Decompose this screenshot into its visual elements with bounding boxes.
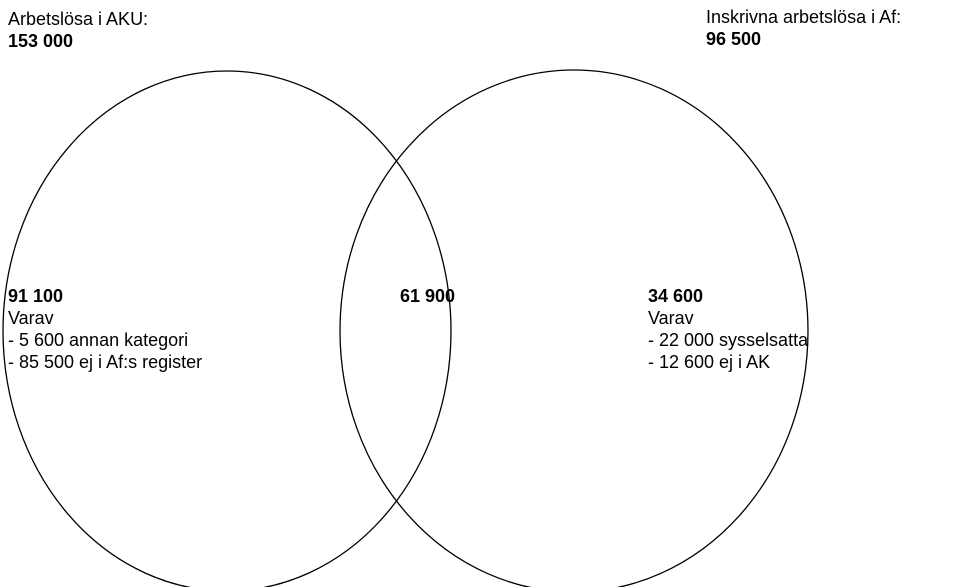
left-only-heading: Varav — [8, 308, 54, 328]
left-set-total: 153 000 — [8, 31, 74, 51]
right-only-heading: Varav — [648, 308, 694, 328]
right-set-label: Inskrivna arbetslösa i Af: 96 500 — [706, 6, 901, 50]
right-only-value: 34 600 — [648, 286, 704, 306]
right-only-item: - 12 600 ej i AK — [648, 352, 771, 372]
overlap-region: 61 900 — [400, 285, 455, 307]
left-circle-aku — [2, 70, 452, 587]
right-set-title: Inskrivna arbetslösa i Af: — [706, 7, 902, 27]
overlap-value: 61 900 — [400, 286, 456, 306]
left-only-item: - 85 500 ej i Af:s register — [8, 352, 203, 372]
right-circle-af — [339, 69, 809, 587]
left-only-value: 91 100 — [8, 286, 64, 306]
right-only-region: 34 600 Varav - 22 000 sysselsatta - 12 6… — [648, 285, 808, 373]
left-set-title: Arbetslösa i AKU: — [8, 9, 149, 29]
right-only-item: - 22 000 sysselsatta — [648, 330, 809, 350]
left-set-label: Arbetslösa i AKU: 153 000 — [8, 8, 148, 52]
right-set-total: 96 500 — [706, 29, 762, 49]
left-only-item: - 5 600 annan kategori — [8, 330, 189, 350]
left-only-region: 91 100 Varav - 5 600 annan kategori - 85… — [8, 285, 202, 373]
